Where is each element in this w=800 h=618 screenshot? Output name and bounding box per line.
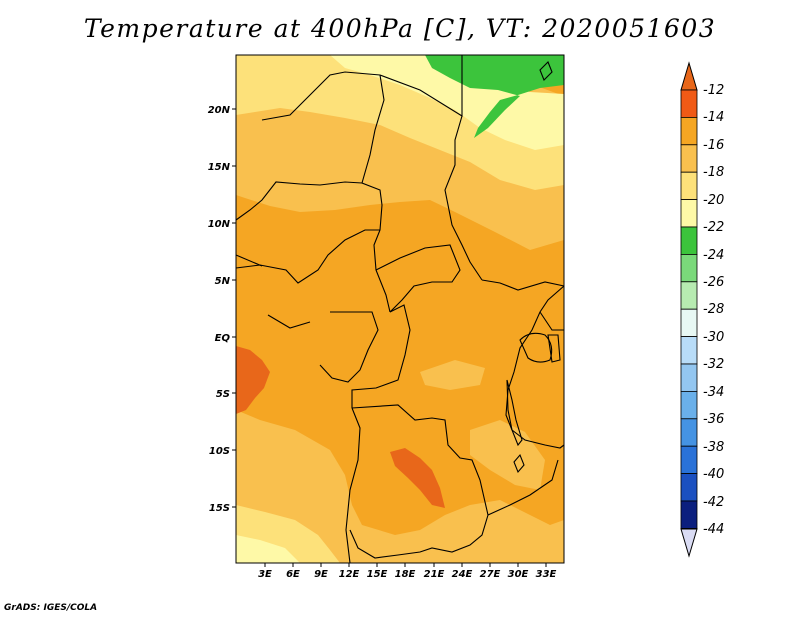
lat-tick-label: 5S [216, 389, 230, 400]
colorbar-labels: -12 -14 -16 -18 -20 -22 -24 -26 -28 -30 … [703, 83, 724, 537]
lon-tick-label: 12E [339, 569, 360, 580]
map-frame [235, 54, 565, 564]
colorbar-box [680, 144, 698, 173]
colorbar-box [680, 336, 698, 365]
lon-tick-21e: 21E [424, 563, 445, 580]
colorbar-box [680, 390, 698, 420]
country-borders [235, 55, 565, 564]
lakes [506, 332, 561, 474]
lat-tick-10n: 10N [208, 219, 236, 230]
colorbar-label: -22 [703, 220, 724, 235]
colorbar-box [680, 281, 698, 310]
temp-region-18-16-congo [420, 360, 485, 390]
colorbar-label: -28 [703, 302, 724, 317]
chart-title: Temperature at 400hPa [C], VT: 202005160… [83, 14, 717, 43]
colorbar-box [680, 445, 698, 475]
lat-tick-eq: EQ [215, 333, 236, 344]
lon-tick-label: 30E [508, 569, 529, 580]
lon-tick-label: 9E [314, 569, 328, 580]
lat-tick-label: 10N [208, 219, 231, 230]
colorbar-label: -12 [703, 83, 724, 98]
lat-tick-15n: 15N [208, 162, 236, 173]
lon-tick-label: 15E [367, 569, 388, 580]
colorbar-label: -40 [703, 467, 724, 482]
temp-region-22-20-south [236, 535, 300, 563]
lon-tick-6e: 6E [286, 563, 300, 580]
colorbar-box [680, 89, 698, 118]
lat-tick-10s: 10S [209, 446, 236, 457]
temp-region-14-12-west [236, 346, 270, 414]
lon-tick-15e: 15E [367, 563, 388, 580]
lat-tick-label: EQ [215, 333, 231, 344]
colorbar-label: -32 [703, 357, 724, 372]
lon-tick-label: 21E [424, 569, 445, 580]
colorbar-box [680, 199, 698, 228]
lon-tick-18e: 18E [395, 563, 416, 580]
colorbar-label: -42 [703, 495, 724, 510]
lat-tick-15s: 15S [209, 503, 236, 514]
lat-tick-label: 10S [209, 446, 230, 457]
credit-text: GrADS: IGES/COLA [4, 603, 98, 613]
lon-tick-label: 6E [286, 569, 300, 580]
lon-tick-27e: 27E [480, 563, 501, 580]
lat-tick-label: 15S [209, 503, 230, 514]
lon-tick-12e: 12E [339, 563, 360, 580]
colorbar-box [680, 253, 698, 283]
colorbar-label: -38 [703, 440, 724, 455]
lon-tick-30e: 30E [508, 563, 529, 580]
coastline [235, 61, 553, 267]
lon-tick-label: 24E [452, 569, 473, 580]
lat-tick-label: 5N [215, 276, 231, 287]
colorbar-box [680, 226, 698, 255]
map-panel: 20N 15N 10N 5N EQ 5S [208, 54, 565, 580]
colorbar-label: -44 [703, 522, 724, 537]
colorbar-label: -24 [703, 248, 724, 263]
temp-region-18-16-east [470, 420, 545, 490]
colorbar-label: -16 [703, 138, 724, 153]
colorbar-top-arrow [680, 61, 698, 91]
lat-tick-label: 20N [208, 105, 231, 116]
colorbar-box [680, 171, 698, 200]
colorbar-label: -20 [703, 193, 724, 208]
colorbar-label: -18 [703, 165, 724, 180]
lon-tick-label: 27E [480, 569, 501, 580]
lat-tick-20n: 20N [208, 105, 236, 116]
colorbar-bottom-arrow [680, 528, 698, 558]
lon-axis: 3E 6E 9E 12E 15E 18E [258, 563, 557, 580]
colorbar-label: -36 [703, 412, 724, 427]
colorbar-box [680, 308, 698, 338]
colorbar-label: -30 [703, 330, 724, 345]
temp-region-18-16-south [236, 410, 564, 563]
lon-tick-label: 3E [258, 569, 272, 580]
colorbar-boxes [680, 89, 698, 529]
lon-tick-3e: 3E [258, 563, 272, 580]
temp-region-14-12-angola [390, 448, 445, 508]
lon-tick-label: 18E [395, 569, 416, 580]
colorbar-box [680, 418, 698, 447]
colorbar-box [680, 363, 698, 392]
lon-tick-label: 33E [536, 569, 557, 580]
lon-tick-33e: 33E [536, 563, 557, 580]
colorbar-label: -26 [703, 275, 724, 290]
colorbar-box [680, 117, 698, 146]
lat-tick-5s: 5S [216, 389, 236, 400]
colorbar-label: -14 [703, 110, 724, 125]
lon-tick-24e: 24E [452, 563, 473, 580]
colorbar-label: -34 [703, 385, 724, 400]
lon-tick-9e: 9E [314, 563, 328, 580]
lat-tick-5n: 5N [215, 276, 236, 287]
temp-region-24-22 [425, 55, 564, 138]
colorbar-box [680, 500, 698, 529]
lat-axis: 20N 15N 10N 5N EQ 5S [208, 105, 236, 514]
colorbar: -12 -14 -16 -18 -20 -22 -24 -26 -28 -30 … [680, 61, 724, 558]
colorbar-box [680, 473, 698, 502]
lat-tick-label: 15N [208, 162, 231, 173]
